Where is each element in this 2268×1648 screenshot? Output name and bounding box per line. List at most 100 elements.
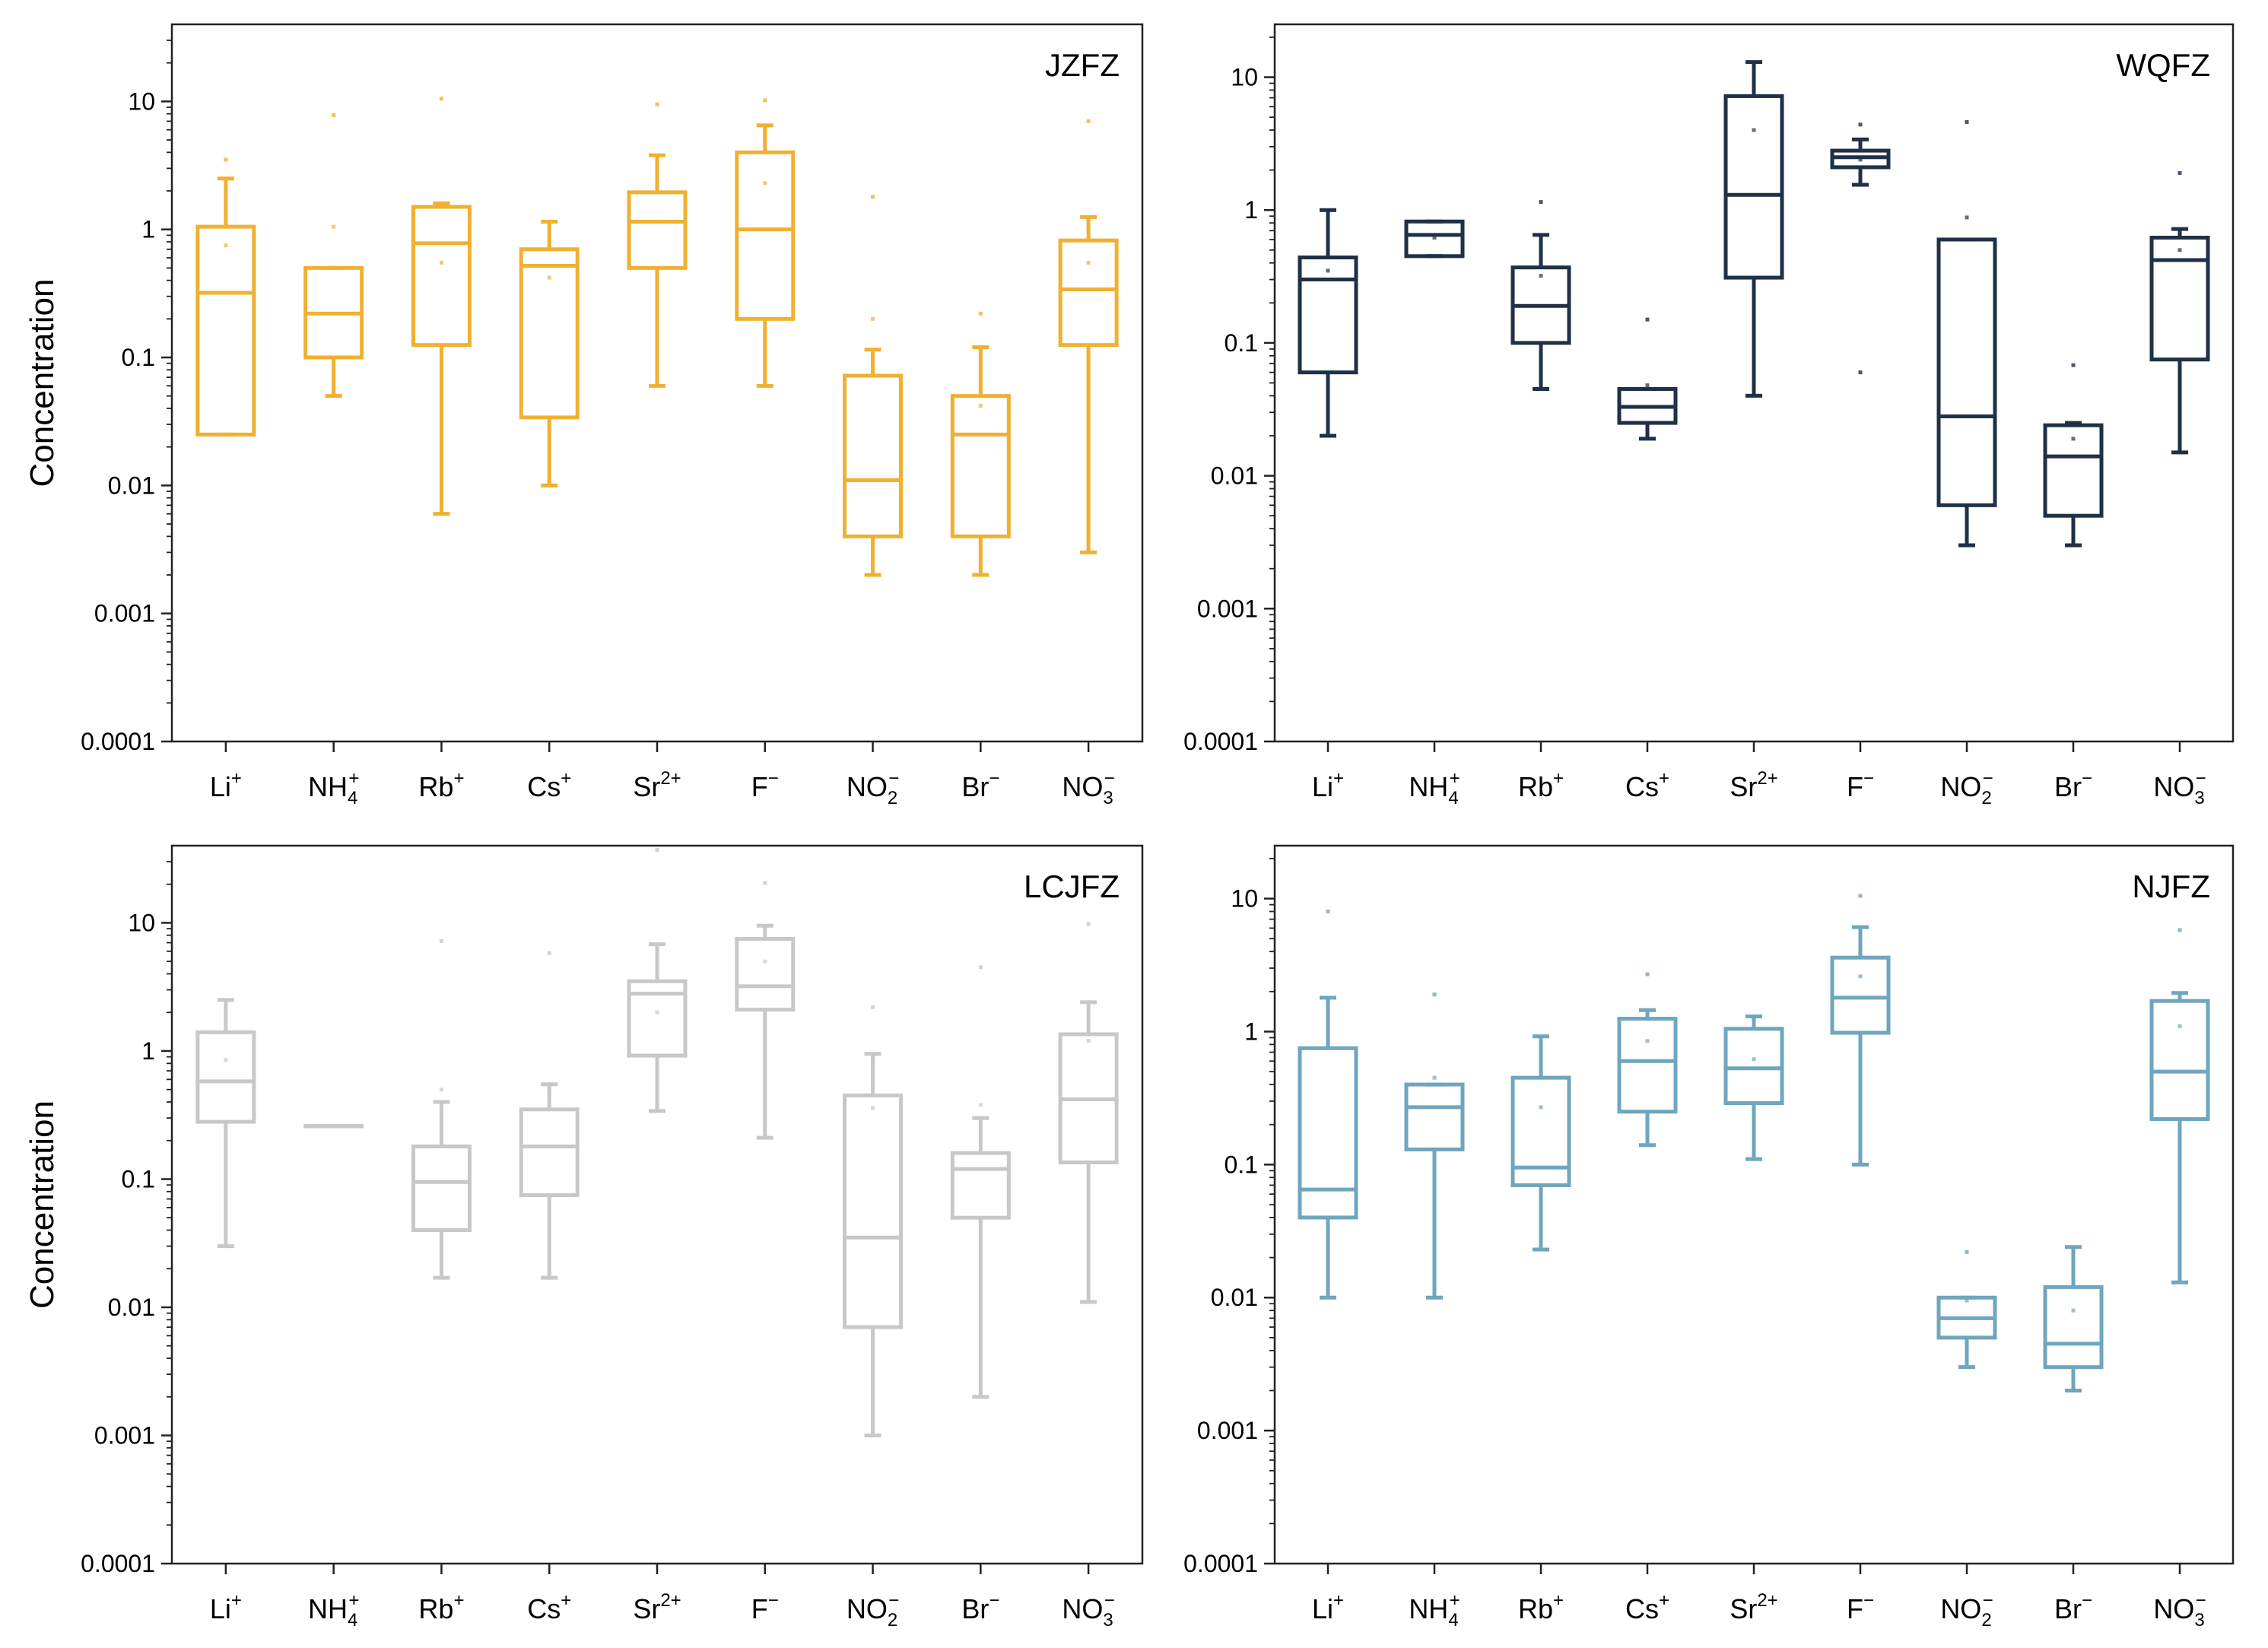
box-4 (1723, 1015, 1784, 1161)
y-tick-label: 0.001 (1197, 595, 1258, 622)
mean-marker (1326, 1042, 1330, 1046)
y-tick-label: 10 (128, 87, 155, 115)
box-6 (1936, 119, 1997, 548)
category-label: NO3− (2153, 1590, 2206, 1631)
category-label: Li+ (1312, 1590, 1344, 1624)
y-tick-label: 0.1 (122, 344, 155, 371)
mean-marker (332, 224, 336, 229)
box-0 (195, 998, 256, 1249)
outlier-point (547, 951, 551, 955)
iqr-box (411, 1144, 472, 1233)
iqr-box (195, 224, 256, 437)
y-tick-label: 0.001 (1197, 1417, 1258, 1444)
iqr-box (1723, 1027, 1784, 1105)
mean-marker (871, 1106, 875, 1110)
outlier-point (1645, 317, 1650, 322)
box-1 (303, 113, 364, 399)
panel-njfz: 0.0001 0.001 0.01 0.1 1 10 NJFZ Li+ NH4+ Rb+ Cs+ Sr… (1183, 844, 2235, 1631)
mean-marker (332, 1124, 336, 1129)
category-label: Li+ (210, 768, 242, 802)
box-8 (2149, 171, 2210, 455)
panel-title: JZFZ (1045, 47, 1120, 83)
box-7 (2043, 363, 2104, 548)
panel-title: LCJFZ (1024, 868, 1120, 904)
box-4 (627, 102, 688, 388)
outlier-point (2177, 928, 2182, 932)
mean-marker (2071, 1308, 2076, 1313)
outlier-point (439, 938, 443, 943)
iqr-box (950, 394, 1011, 538)
box-2 (1510, 200, 1571, 391)
iqr-box (2043, 423, 2104, 518)
box-5 (735, 881, 796, 1140)
iqr-box (1510, 1075, 1571, 1187)
category-label: Rb+ (1518, 768, 1564, 802)
y-tick-label: 0.1 (122, 1165, 155, 1192)
mean-marker (2177, 1024, 2182, 1028)
category-label: Rb+ (1518, 1590, 1564, 1624)
y-tick-label: 0.0001 (81, 728, 155, 755)
box-8 (2149, 928, 2210, 1284)
y-axis-label: Concentration (24, 279, 61, 487)
mean-marker (1858, 157, 1863, 162)
outlier-point (2071, 363, 2076, 367)
mean-marker (1539, 274, 1543, 278)
mean-marker (1965, 215, 1969, 220)
y-tick-label: 0.001 (94, 600, 155, 627)
y-tick-label: 0.0001 (1183, 728, 1258, 755)
box-3 (519, 219, 580, 487)
box-5 (735, 98, 796, 388)
outlier-point (655, 102, 659, 106)
box-8 (1058, 119, 1119, 554)
iqr-box (1298, 256, 1358, 375)
outlier-point (978, 311, 983, 316)
outlier-point (1086, 119, 1091, 123)
outlier-point (1858, 894, 1863, 898)
category-label: Rb+ (418, 1590, 464, 1624)
y-tick-label: 1 (141, 1037, 155, 1065)
iqr-box (1298, 1046, 1358, 1220)
box-0 (1298, 208, 1358, 438)
category-label: NO3− (2153, 768, 2206, 808)
mean-marker (978, 1103, 983, 1107)
category-label: Cs+ (527, 768, 571, 802)
category-label: Sr2+ (1730, 768, 1777, 802)
iqr-box (1830, 955, 1891, 1035)
category-label: NH4+ (1409, 768, 1460, 808)
category-label: Li+ (1312, 768, 1344, 802)
outlier-point (655, 848, 659, 853)
plot-frame (1273, 844, 2235, 1565)
category-label: NH4+ (308, 768, 359, 808)
category-label: NO2− (847, 768, 899, 808)
mean-marker (1326, 268, 1330, 273)
category-label: F− (751, 768, 779, 802)
mean-marker (547, 1088, 551, 1092)
iqr-box (1404, 219, 1465, 259)
category-label: Cs+ (1625, 768, 1669, 802)
mean-marker (978, 403, 983, 408)
mean-marker (763, 959, 767, 964)
iqr-box (411, 205, 472, 348)
mean-marker (2177, 248, 2182, 252)
y-tick-label: 0.01 (108, 472, 155, 499)
mean-marker (547, 275, 551, 280)
iqr-box (735, 150, 796, 321)
panel-title: NJFZ (2132, 868, 2210, 904)
box-7 (950, 965, 1011, 1399)
category-label: NO2− (847, 1590, 899, 1631)
outlier-point (2177, 171, 2182, 176)
panel-jzfz: 0.0001 0.001 0.01 0.1 1 10 JZFZ Concentration Li… (24, 23, 1144, 808)
outlier-point (871, 195, 875, 199)
category-label: Sr2+ (633, 768, 681, 802)
iqr-box (1617, 1017, 1678, 1114)
y-tick-label: 0.1 (1225, 329, 1258, 357)
outlier-point (1539, 200, 1543, 205)
box-1 (1404, 219, 1465, 259)
iqr-box (843, 373, 904, 538)
category-label: NH4+ (308, 1590, 359, 1631)
box-5 (1830, 122, 1891, 375)
box-7 (2043, 1245, 2104, 1392)
category-label: Sr2+ (1730, 1590, 1777, 1624)
box-0 (195, 157, 256, 437)
